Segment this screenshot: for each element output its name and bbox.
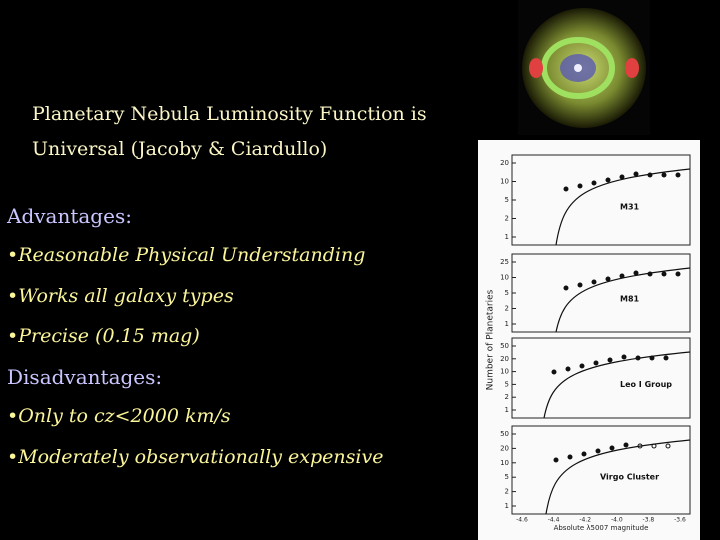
bullet: •Works all galaxy types — [7, 285, 234, 307]
data-point — [605, 177, 611, 183]
data-point — [635, 355, 641, 361]
x-tick-label: -3.6 — [674, 517, 686, 524]
y-tick-label: 20 — [500, 444, 509, 452]
panel-label: M81 — [620, 295, 640, 304]
panel-label: Leo I Group — [620, 380, 672, 389]
heading: Advantages: — [7, 204, 132, 228]
title-line: Planetary Nebula Luminosity Function is — [32, 103, 427, 125]
y-tick-label: 1 — [505, 406, 509, 414]
data-point — [675, 271, 681, 277]
fit-curve — [555, 168, 691, 246]
heading: Disadvantages: — [7, 365, 163, 389]
y-tick-label: 5 — [505, 473, 509, 481]
y-tick-label: 10 — [500, 368, 509, 376]
data-point — [577, 183, 583, 189]
x-tick-label: -4.2 — [579, 517, 591, 524]
data-point — [623, 442, 629, 448]
bullet: •Moderately observationally expensive — [7, 446, 384, 468]
y-tick-label: 2 — [505, 305, 509, 313]
fit-curve — [545, 439, 691, 515]
data-point — [551, 369, 557, 375]
data-point — [581, 451, 587, 457]
data-point — [647, 172, 653, 178]
title-line: Universal (Jacoby & Ciardullo) — [32, 138, 328, 160]
data-point — [593, 360, 599, 366]
x-tick-label: -4.6 — [516, 517, 528, 524]
data-point — [633, 270, 639, 276]
bullet: •Only to cz<2000 km/s — [7, 405, 231, 427]
data-point — [591, 279, 597, 285]
data-point — [605, 276, 611, 282]
data-point — [649, 355, 655, 361]
data-point — [663, 355, 669, 361]
data-point — [619, 174, 625, 180]
data-point — [595, 448, 601, 454]
panel-label: Virgo Cluster — [600, 473, 659, 482]
data-point — [633, 171, 639, 177]
y-tick-label: 20 — [500, 159, 509, 167]
y-tick-label: 2 — [505, 393, 509, 401]
data-point — [665, 443, 671, 449]
data-point — [647, 271, 653, 277]
x-tick-label: -4.0 — [611, 517, 623, 524]
y-tick-label: 1 — [505, 502, 509, 510]
y-tick-label: 2 — [505, 215, 509, 223]
fit-curve — [555, 267, 691, 333]
data-point — [563, 285, 569, 291]
data-point — [661, 172, 667, 178]
y-tick-label: 10 — [500, 178, 509, 186]
data-point — [567, 454, 573, 460]
data-point — [621, 354, 627, 360]
x-axis-label: Absolute λ5007 magnitude — [554, 524, 649, 532]
y-tick-label: 5 — [505, 196, 509, 204]
y-tick-label: 50 — [500, 430, 509, 438]
data-point — [651, 443, 657, 449]
data-point — [565, 366, 571, 372]
data-point — [591, 180, 597, 186]
data-point — [563, 186, 569, 192]
data-point — [661, 271, 667, 277]
x-tick-label: -4.4 — [548, 517, 560, 524]
data-point — [619, 273, 625, 279]
y-tick-label: 10 — [500, 459, 509, 467]
y-tick-label: 50 — [500, 342, 509, 350]
y-tick-label: 25 — [500, 258, 509, 266]
y-tick-label: 5 — [505, 289, 509, 297]
x-tick-label: -3.8 — [643, 517, 655, 524]
y-tick-label: 1 — [505, 233, 509, 241]
data-point — [579, 363, 585, 369]
data-point — [553, 457, 559, 463]
data-point — [609, 445, 615, 451]
data-point — [675, 172, 681, 178]
y-tick-label: 20 — [500, 355, 509, 363]
bullet: •Reasonable Physical Understanding — [7, 244, 366, 266]
figure-background — [478, 140, 700, 540]
data-point — [607, 357, 613, 363]
bullet: •Precise (0.15 mag) — [7, 325, 200, 347]
panel-frame — [511, 337, 691, 419]
y-tick-label: 2 — [505, 488, 509, 496]
y-axis-label: Number of Planetaries — [486, 289, 496, 390]
panel-label: M31 — [620, 203, 640, 212]
y-tick-label: 1 — [505, 320, 509, 328]
panel-frame — [511, 425, 691, 515]
y-tick-label: 5 — [505, 380, 509, 388]
y-tick-label: 10 — [500, 274, 509, 282]
data-point — [577, 282, 583, 288]
data-point — [637, 443, 643, 449]
